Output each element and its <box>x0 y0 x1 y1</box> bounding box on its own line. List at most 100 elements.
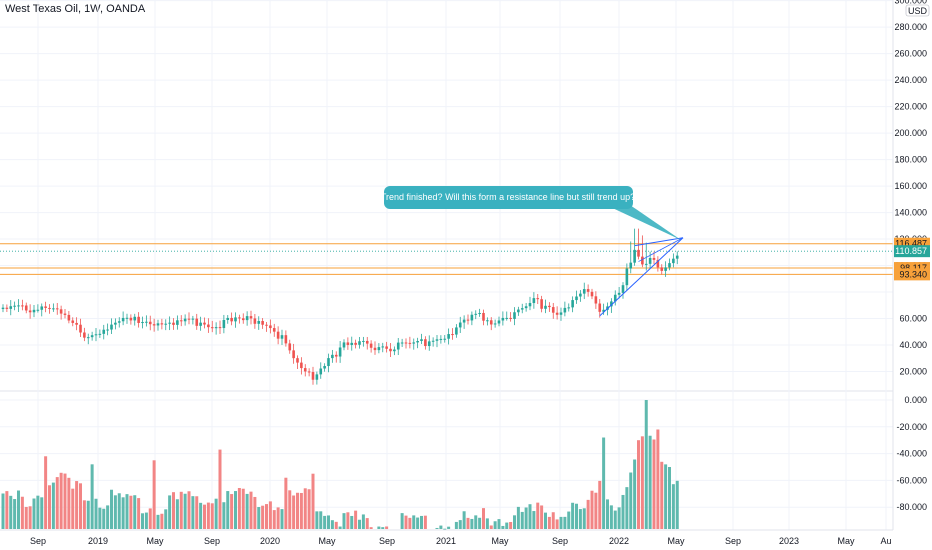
volume-bar <box>547 516 551 529</box>
candle-body <box>342 342 346 348</box>
price-tag-label: 110.857 <box>895 246 927 256</box>
candle-body <box>652 257 656 260</box>
volume-bar <box>187 491 191 529</box>
volume-bar <box>226 491 230 529</box>
volume-bar <box>660 461 664 529</box>
volume-bar <box>668 467 671 529</box>
volume-bar <box>524 507 528 529</box>
candle-body <box>32 309 36 313</box>
candle-body <box>641 256 644 265</box>
candle-body <box>338 347 342 357</box>
candle-body <box>633 249 636 263</box>
volume-bar <box>497 519 501 529</box>
volume-bar <box>671 484 675 529</box>
candle-body <box>586 289 590 292</box>
volume-bar <box>75 481 79 529</box>
time-axis[interactable]: Sep 2019 May Sep 2020 May Sep 2021 May Sep 2022 May… <box>30 536 892 546</box>
time-tick-label: May <box>837 536 855 546</box>
volume-bar <box>354 510 358 529</box>
candle-body <box>288 343 292 351</box>
candle-body <box>234 317 237 322</box>
volume-bar <box>594 492 598 529</box>
volume-bar <box>125 494 129 529</box>
annotation-callout[interactable] <box>384 186 633 209</box>
volume-bar <box>361 514 365 529</box>
candle-body <box>21 305 24 307</box>
candle-body <box>238 317 241 319</box>
candle-body <box>354 342 357 345</box>
callout-pointer <box>606 205 681 240</box>
volume-bar <box>609 505 613 529</box>
candle-body <box>385 346 388 349</box>
currency-label: USD <box>908 6 928 16</box>
volume-bar <box>179 491 183 529</box>
volume-bar <box>462 511 466 529</box>
candle-body <box>478 312 481 314</box>
volume-bar <box>439 525 443 529</box>
candle-body <box>311 372 315 380</box>
candle-body <box>660 267 664 271</box>
candle-body <box>86 337 90 339</box>
volume-bar <box>292 495 296 529</box>
resistance-trendline <box>634 237 684 247</box>
candle-body <box>520 308 524 310</box>
volume-bar <box>183 493 187 529</box>
candle-body <box>125 317 129 319</box>
volume-bar <box>129 495 133 529</box>
candle-body <box>114 322 117 325</box>
volume-bar <box>191 496 195 529</box>
volume-bar <box>365 518 369 529</box>
volume-bar <box>98 507 102 529</box>
candle-body <box>63 313 67 315</box>
candle-body <box>513 312 516 319</box>
volume-bar <box>175 499 179 529</box>
time-tick-label: Sep <box>379 536 395 546</box>
candle-body <box>625 268 629 286</box>
candle-body <box>350 342 354 345</box>
volume-bar <box>206 502 210 529</box>
volume-bar <box>195 496 199 529</box>
candle-body <box>675 255 679 259</box>
price-tick-label: 140.000 <box>894 208 927 218</box>
grid <box>0 0 893 530</box>
candle-body <box>548 305 551 308</box>
price-tick-label: 200.000 <box>894 128 927 138</box>
volume-bar <box>36 495 40 529</box>
time-tick-label: May <box>318 536 336 546</box>
volume-bar <box>156 514 160 529</box>
candle-body <box>218 327 222 329</box>
volume-bar <box>63 473 67 529</box>
candle-body <box>613 294 617 302</box>
volume-bar <box>44 456 48 529</box>
price-axis[interactable]: 300.000 280.000 260.000 240.000 220.000 200.0… <box>894 0 930 512</box>
volume-bar <box>59 472 63 529</box>
volume-bar <box>578 509 582 529</box>
time-tick-label: May <box>491 536 509 546</box>
volume-bar <box>214 498 218 529</box>
volume-bar <box>435 527 439 529</box>
candle-body <box>145 321 148 323</box>
volume-bar <box>110 489 113 529</box>
volume-bar <box>137 498 141 529</box>
volume-bar <box>447 526 451 529</box>
volume-bar <box>230 494 234 529</box>
candle-body <box>334 354 338 357</box>
candle-body <box>129 317 133 321</box>
volume-bar <box>307 489 311 529</box>
volume-bar <box>586 499 590 529</box>
volume-tick-label: -80.000 <box>896 502 927 512</box>
candle-body <box>377 347 381 351</box>
volume-bar <box>420 515 423 529</box>
candle-body <box>598 303 602 312</box>
candle-body <box>404 342 408 344</box>
candle-body <box>362 340 365 342</box>
volume-bar <box>633 459 637 529</box>
candle-body <box>226 317 230 320</box>
candle-body <box>133 316 137 321</box>
price-tag-label: 116.487 <box>895 239 927 249</box>
candle-body <box>148 321 152 325</box>
volume-bar <box>141 513 144 529</box>
volume-bar <box>338 526 342 529</box>
volume-bar <box>315 511 319 529</box>
